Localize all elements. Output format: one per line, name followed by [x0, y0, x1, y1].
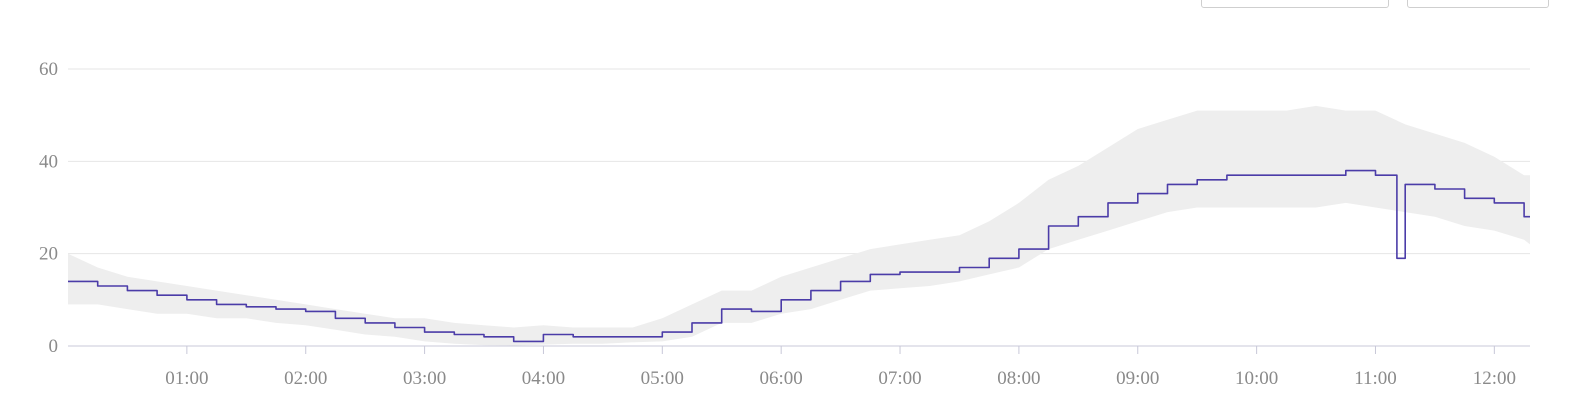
x-tick-label: 11:00	[1354, 368, 1397, 389]
x-tick-label: 07:00	[878, 368, 921, 389]
axes: 0 20 40 60 01:00 02:00 03:00 04:00 05:00 06:00 07:…	[39, 59, 1530, 389]
range-band	[68, 105, 1530, 346]
x-tick-label: 05:00	[641, 368, 684, 389]
series-lines	[68, 169, 1530, 343]
x-tick-label: 01:00	[165, 368, 208, 389]
band-area	[68, 105, 1530, 346]
x-tick-label: 06:00	[760, 368, 803, 389]
x-tick-label: 02:00	[284, 368, 327, 389]
toolbar-button-1[interactable]	[1201, 0, 1389, 8]
x-tick-label: 03:00	[403, 368, 446, 389]
x-tick-label: 04:00	[522, 368, 565, 389]
x-tick-label: 10:00	[1235, 368, 1278, 389]
series-line-value	[68, 169, 1530, 343]
x-tick-label: 09:00	[1116, 368, 1159, 389]
y-tick-label: 60	[39, 59, 58, 80]
toolbar-button-2[interactable]	[1407, 0, 1549, 8]
y-tick-label: 20	[39, 244, 58, 265]
y-tick-label: 40	[39, 151, 58, 172]
x-tick-label: 08:00	[997, 368, 1040, 389]
y-tick-label: 0	[49, 336, 59, 357]
x-tick-label: 12:00	[1473, 368, 1516, 389]
